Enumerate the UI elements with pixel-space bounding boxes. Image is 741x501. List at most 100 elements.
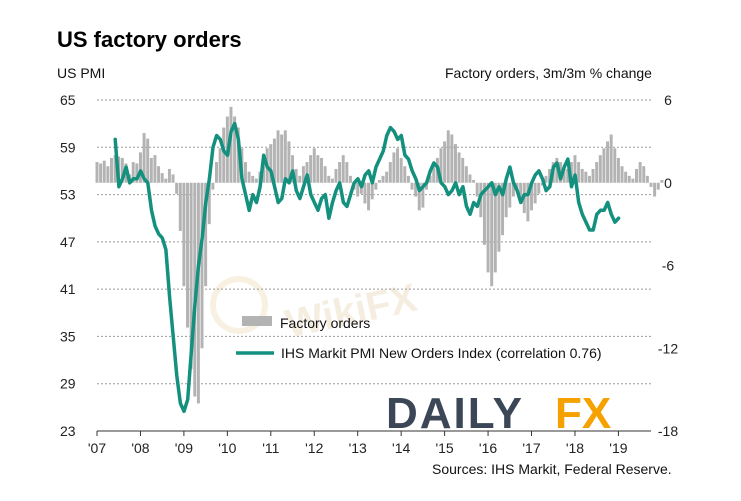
pmi-new-orders-line <box>113 121 621 414</box>
factory-orders-bar <box>533 182 537 204</box>
factory-orders-bar <box>519 182 523 200</box>
factory-orders-bar <box>309 155 313 183</box>
factory-orders-bar <box>660 179 664 183</box>
factory-orders-bar <box>399 157 403 183</box>
right-axis-tick-label: -18 <box>658 423 678 439</box>
factory-orders-bar <box>544 175 548 183</box>
factory-orders-bar <box>450 134 454 183</box>
source-note: Sources: IHS Markit, Federal Reserve. <box>432 461 672 477</box>
factory-orders-bar <box>396 148 400 183</box>
factory-orders-bar <box>348 175 352 183</box>
factory-orders-bar <box>222 127 226 183</box>
factory-orders-bar <box>508 182 512 208</box>
factory-orders-bar <box>305 162 309 183</box>
factory-orders-bar <box>189 182 193 369</box>
x-axis-tick-label: '14 <box>392 440 410 456</box>
x-axis-tick-label: '11 <box>262 440 279 456</box>
factory-orders-bar <box>587 175 591 183</box>
x-axis-tick-label: '13 <box>349 440 367 456</box>
factory-orders-bar <box>280 134 284 183</box>
factory-orders-bar <box>388 162 392 183</box>
factory-orders-bar <box>425 182 428 190</box>
factory-orders-bar <box>316 155 320 183</box>
factory-orders-bar <box>254 178 258 183</box>
left-axis-tick-label: 35 <box>60 328 76 344</box>
factory-orders-bar <box>247 171 251 183</box>
right-axis-tick-label: 0 <box>664 175 672 191</box>
factory-orders-bar <box>609 134 613 183</box>
factory-orders-bar <box>584 171 588 183</box>
factory-orders-bar <box>482 182 486 245</box>
factory-orders-bar <box>555 157 559 183</box>
factory-orders-bar <box>200 182 204 349</box>
x-axis-tick-label: '10 <box>218 440 236 456</box>
factory-orders-bar <box>298 175 302 183</box>
factory-orders-bar <box>102 160 106 183</box>
factory-orders-bar <box>301 166 305 183</box>
factory-orders-bar <box>453 144 457 183</box>
factory-orders-bar <box>363 182 367 204</box>
factory-orders-bar <box>113 155 117 183</box>
factory-orders-bar <box>490 182 494 287</box>
factory-orders-bar <box>421 182 425 208</box>
factory-orders-bar <box>233 116 237 183</box>
factory-orders-bar <box>537 182 541 194</box>
x-axis-tick-label: '07 <box>88 440 106 456</box>
factory-orders-bar <box>381 175 385 183</box>
factory-orders-bar <box>653 182 657 197</box>
x-axis-tick-label: '18 <box>566 440 584 456</box>
dailyfx-logo: DAILY FX <box>386 389 611 438</box>
factory-orders-bar <box>468 174 472 183</box>
factory-orders-bar <box>157 166 161 183</box>
factory-orders-bar <box>443 141 447 183</box>
factory-orders-bar <box>204 182 208 287</box>
factory-orders-bar <box>638 162 642 183</box>
factory-orders-bar <box>472 179 476 183</box>
factory-orders-bar <box>486 182 490 273</box>
factory-orders-bar <box>294 168 298 183</box>
factory-orders-bar <box>410 182 414 190</box>
factory-orders-bar <box>312 148 316 183</box>
factory-orders-bar <box>153 155 157 183</box>
factory-orders-bar <box>635 168 639 183</box>
factory-orders-bar <box>171 174 175 183</box>
brand-fx: FX <box>555 389 611 438</box>
factory-orders-bar <box>511 182 515 197</box>
right-axis-tick-label: 6 <box>664 92 672 108</box>
factory-orders-bar <box>374 182 378 190</box>
x-axis-tick-label: '16 <box>479 440 497 456</box>
left-axis-unit: US PMI <box>57 65 106 81</box>
factory-orders-bar <box>417 182 421 211</box>
factory-orders-bar <box>175 182 179 194</box>
brand-daily: DAILY <box>386 389 524 438</box>
left-axis-tick-label: 65 <box>60 92 76 108</box>
legend: Factory orders IHS Markit PMI New Orders… <box>236 315 602 361</box>
factory-orders-bar <box>334 168 338 183</box>
factory-orders-bar <box>493 182 497 273</box>
factory-orders-bar <box>624 171 628 183</box>
factory-orders-bar <box>616 157 620 183</box>
factory-orders-bar <box>497 182 501 252</box>
factory-orders-bar <box>287 141 291 183</box>
factory-orders-bar <box>645 175 649 183</box>
factory-orders-bar <box>642 166 646 183</box>
factory-orders-bar <box>341 155 345 183</box>
factory-orders-bar <box>464 166 468 183</box>
factory-orders-bar <box>656 182 660 190</box>
factory-orders-bar <box>327 175 331 183</box>
factory-orders-bar <box>591 168 595 183</box>
factory-orders-bar <box>530 182 533 211</box>
factory-orders-bar <box>606 141 610 183</box>
factory-orders-bar <box>414 182 418 197</box>
watermark-logo-icon <box>210 276 268 334</box>
factory-orders-bar <box>577 162 581 183</box>
factory-orders-bar <box>178 182 182 232</box>
chart-title: US factory orders <box>57 27 242 52</box>
factory-orders-bar <box>406 175 410 183</box>
factory-orders-bar <box>595 162 599 183</box>
factory-orders-bar <box>580 168 584 183</box>
factory-orders-bar <box>291 155 295 183</box>
factory-orders-bar <box>457 152 461 183</box>
factory-orders-bar <box>218 148 222 183</box>
